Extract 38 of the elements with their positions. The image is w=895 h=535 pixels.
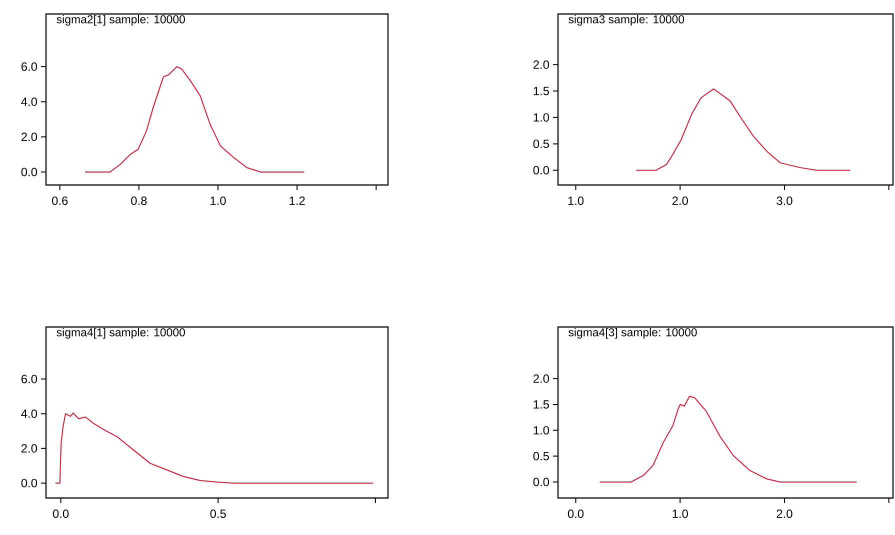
x-tick-label: 1.2 [290,196,305,205]
line-series [54,412,374,484]
y-tick-label: 0.0 [21,478,38,488]
y-tick-label: 1.5 [534,400,549,409]
y-tick-label: 2.0 [21,132,38,142]
line-series [84,66,305,172]
x-tick-label: 0.0 [52,510,69,518]
line-series [636,88,851,171]
y-tick-label: 1.5 [534,86,549,96]
y-tick-label: 0.0 [533,478,550,486]
y-tick-label: 4.0 [21,98,38,106]
chart-title: sigma3 sample: 10000 [568,14,684,26]
x-tick-label: 0.0 [568,510,584,518]
y-tick-label: 0.0 [21,168,38,176]
line-series [599,396,857,482]
chart-title: sigma4[1] sample: 10000 [56,328,185,339]
chart-title: sigma4[3] sample: 10000 [568,328,697,339]
y-tick-label: 0.0 [533,166,550,174]
x-tick-label: 0.8 [131,196,147,205]
x-tick-label: 0.5 [210,510,226,518]
y-tick-label: 2.0 [533,60,550,69]
chart-title: sigma2[1] sample: 10000 [56,14,185,26]
y-tick-label: 0.5 [533,452,549,460]
y-tick-label: 2.0 [21,444,38,453]
x-tick-label: 1.0 [568,196,584,205]
x-tick-label: 3.0 [776,196,792,205]
x-tick-label: 2.0 [776,510,792,518]
y-tick-label: 1.0 [534,113,550,122]
y-tick-label: 6.0 [21,374,38,384]
y-tick-label: 6.0 [21,62,38,71]
x-tick-label: 1.0 [210,196,226,205]
x-tick-label: 1.0 [672,510,688,518]
x-tick-label: 2.0 [672,196,688,205]
y-tick-label: 4.0 [21,409,38,418]
x-tick-label: 0.6 [52,196,68,205]
y-tick-label: 1.0 [534,426,550,435]
y-tick-label: 0.5 [533,140,549,148]
y-tick-label: 2.0 [533,374,550,383]
